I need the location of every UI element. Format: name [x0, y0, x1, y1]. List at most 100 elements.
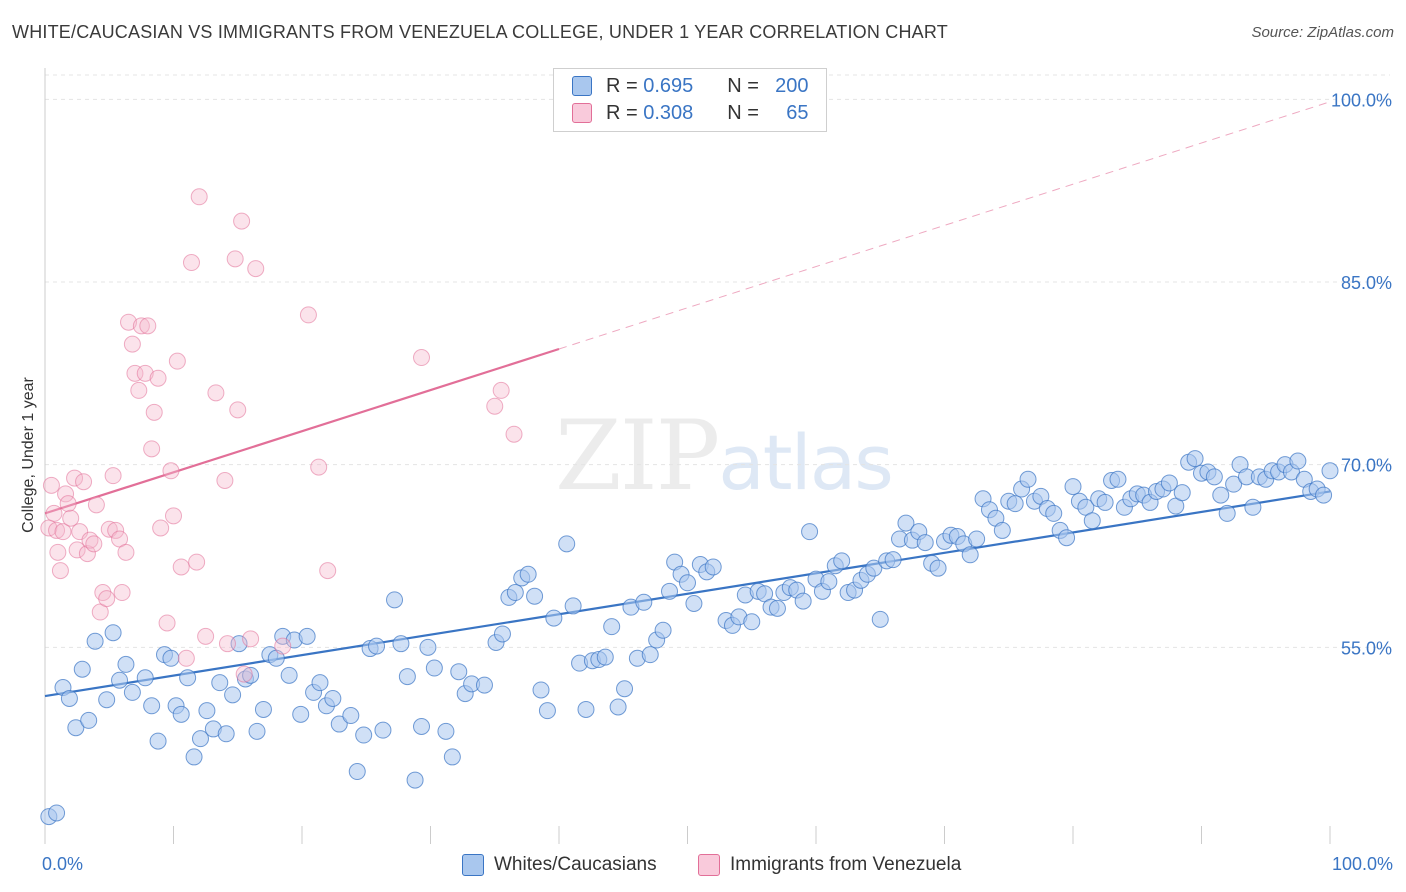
point-whites	[185, 748, 203, 766]
point-venezuela	[78, 545, 96, 563]
point-whites	[1058, 529, 1076, 547]
point-venezuela	[132, 317, 150, 335]
point-whites	[1006, 495, 1024, 513]
point-whites	[506, 584, 524, 602]
y-axis-title: College, Under 1 year	[20, 377, 37, 533]
legend-n-label: N =	[727, 74, 759, 97]
point-whites	[386, 591, 404, 609]
bottom-legend-venezuela: Immigrants from Venezuela	[698, 852, 961, 878]
point-venezuela	[98, 590, 116, 608]
point-venezuela	[87, 496, 105, 514]
point-whites	[172, 705, 190, 723]
legend-swatch-pink	[572, 103, 592, 123]
point-whites	[443, 748, 461, 766]
point-whites	[1096, 493, 1114, 511]
point-venezuela	[75, 473, 93, 491]
point-whites	[1064, 478, 1082, 496]
bottom-legend-label-venezuela: Immigrants from Venezuela	[730, 854, 962, 875]
point-whites	[968, 530, 986, 548]
point-whites	[149, 732, 167, 750]
point-whites	[98, 691, 116, 709]
point-venezuela	[59, 495, 77, 513]
point-whites	[654, 621, 672, 639]
point-whites	[292, 705, 310, 723]
point-venezuela	[51, 562, 69, 580]
point-whites	[743, 613, 761, 631]
point-whites	[616, 680, 634, 698]
axes	[44, 68, 1331, 844]
point-whites	[211, 674, 229, 692]
point-venezuela	[182, 254, 200, 272]
point-whites	[143, 697, 161, 715]
point-whites	[413, 717, 431, 735]
point-whites	[596, 648, 614, 666]
point-whites	[641, 646, 659, 664]
point-whites	[368, 637, 386, 655]
point-whites	[248, 722, 266, 740]
y-tick-label: 70.0%	[1341, 456, 1392, 476]
point-venezuela	[247, 260, 265, 278]
point-venezuela	[48, 521, 66, 539]
point-whites	[519, 565, 537, 583]
point-whites	[406, 771, 424, 789]
point-whites	[1186, 450, 1204, 468]
point-venezuela	[172, 558, 190, 576]
point-whites	[1315, 486, 1333, 504]
point-whites	[1289, 452, 1307, 470]
point-whites	[1083, 512, 1101, 530]
point-venezuela	[136, 364, 154, 382]
point-venezuela	[197, 627, 215, 645]
point-whites	[545, 609, 563, 627]
point-whites	[162, 649, 180, 667]
chart-source: Source: ZipAtlas.com	[1251, 24, 1394, 41]
point-whites	[916, 534, 934, 552]
point-venezuela	[123, 335, 141, 353]
point-venezuela	[226, 250, 244, 268]
point-whites	[67, 719, 85, 737]
point-venezuela	[54, 523, 72, 541]
point-venezuela	[413, 349, 431, 367]
point-whites	[661, 582, 679, 600]
point-whites	[1019, 470, 1037, 488]
point-whites	[355, 726, 373, 744]
point-whites	[1173, 484, 1191, 502]
x-tick-label: 100.0%	[1332, 854, 1393, 874]
point-whites	[768, 599, 786, 617]
trend-line-venezuela	[44, 347, 560, 515]
point-whites	[1212, 486, 1230, 504]
point-whites	[1218, 504, 1236, 522]
point-venezuela	[310, 458, 328, 476]
point-whites	[198, 702, 216, 720]
point-whites	[80, 711, 98, 729]
watermark: ZIPatlas	[555, 400, 894, 512]
watermark-zip: ZIP	[555, 400, 720, 512]
point-whites	[704, 558, 722, 576]
point-whites	[1244, 498, 1262, 516]
point-whites	[929, 559, 947, 577]
y-tick-label: 100.0%	[1331, 90, 1392, 110]
point-venezuela	[165, 507, 182, 525]
point-venezuela	[117, 543, 135, 561]
point-venezuela	[113, 584, 131, 602]
point-venezuela	[68, 541, 86, 559]
point-whites	[242, 666, 260, 684]
point-whites	[179, 669, 197, 687]
point-whites	[117, 655, 135, 673]
point-whites	[298, 627, 316, 645]
point-whites	[820, 573, 838, 591]
y-tick-label: 55.0%	[1341, 638, 1392, 658]
point-venezuela	[162, 462, 180, 480]
bottom-legend-label-whites: Whites/Caucasians	[494, 854, 657, 875]
point-whites	[493, 625, 511, 643]
point-venezuela	[229, 401, 247, 419]
point-whites	[884, 551, 902, 569]
point-whites	[794, 592, 812, 610]
point-whites	[532, 681, 550, 699]
point-venezuela	[218, 635, 236, 653]
data-points	[40, 188, 1339, 826]
point-whites	[833, 552, 851, 570]
bottom-legend-whites: Whites/Caucasians	[462, 852, 657, 878]
legend-r-label: R =	[606, 74, 638, 97]
legend-r-label: R =	[606, 101, 638, 124]
